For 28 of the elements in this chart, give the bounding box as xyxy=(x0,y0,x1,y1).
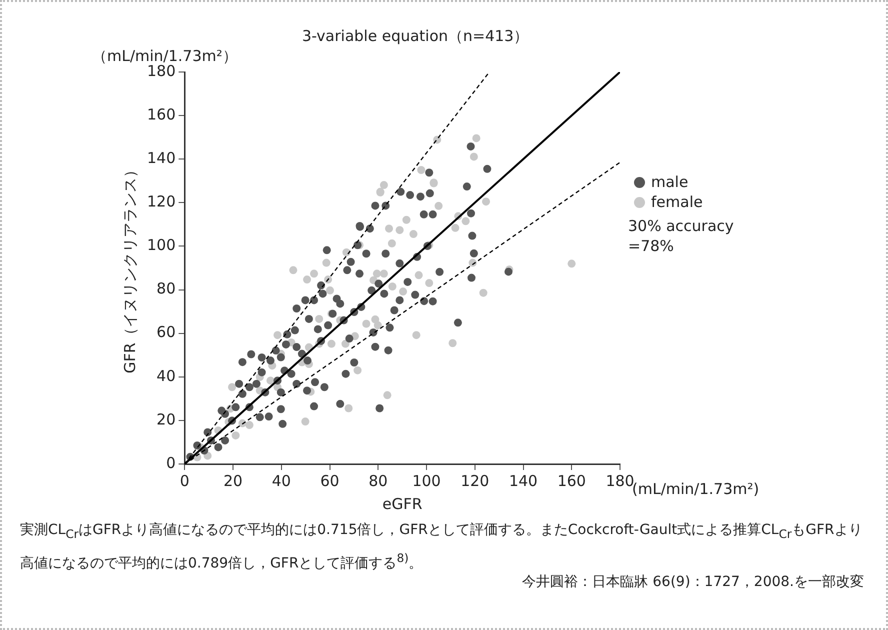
y-tick-label: 40 xyxy=(156,366,176,385)
y-tick-label: 20 xyxy=(156,410,176,428)
y-tick-label: 120 xyxy=(146,192,176,211)
legend-label: female xyxy=(651,193,703,211)
x-tick-label: 80 xyxy=(368,472,388,490)
text: (mL/min/1.73m²) xyxy=(632,480,760,499)
legend-label: male xyxy=(651,173,688,191)
x-tick-label: 180 xyxy=(606,472,634,490)
y-tick-label: 60 xyxy=(156,323,176,342)
y-tick-label: 0 xyxy=(166,454,176,472)
text: 実測CL$_{Cr}$はGFRより高値になるので平均的には0.715倍し，GFRとして評価する。またCockcroft-Gault式による推算CL$_{Cr}$もGFRより高値になるので平均的には0.789倍し，GFRとして評価する$^{8)}$。 xyxy=(20,522,862,572)
x-tick-label: 140 xyxy=(508,472,538,490)
y-tick-label: 140 xyxy=(146,149,176,167)
y-tick-label: 100 xyxy=(146,236,176,254)
x-tick-label: 0 xyxy=(180,472,190,490)
chart-title: 3-variable equation（n=413） xyxy=(302,26,529,46)
x-tick-label: 20 xyxy=(223,472,243,490)
x-tick-label: 160 xyxy=(557,472,586,490)
y-tick-label: 80 xyxy=(156,280,176,298)
x-axis-title: eGFR xyxy=(382,494,422,513)
y-tick-label: 160 xyxy=(146,105,176,124)
x-tick-label: 60 xyxy=(320,472,340,490)
x-tick-label: 120 xyxy=(460,472,490,490)
x-tick-label: 40 xyxy=(272,472,291,490)
x-tick-label: 100 xyxy=(412,472,441,490)
text: 今井圓裕：日本臨牀 66(9)：1727，2008.を一部改変 xyxy=(522,573,864,592)
text: 30% accuracy =78% xyxy=(628,216,734,256)
y-axis-title: GFR（イヌリンクリアランス） xyxy=(120,162,139,374)
